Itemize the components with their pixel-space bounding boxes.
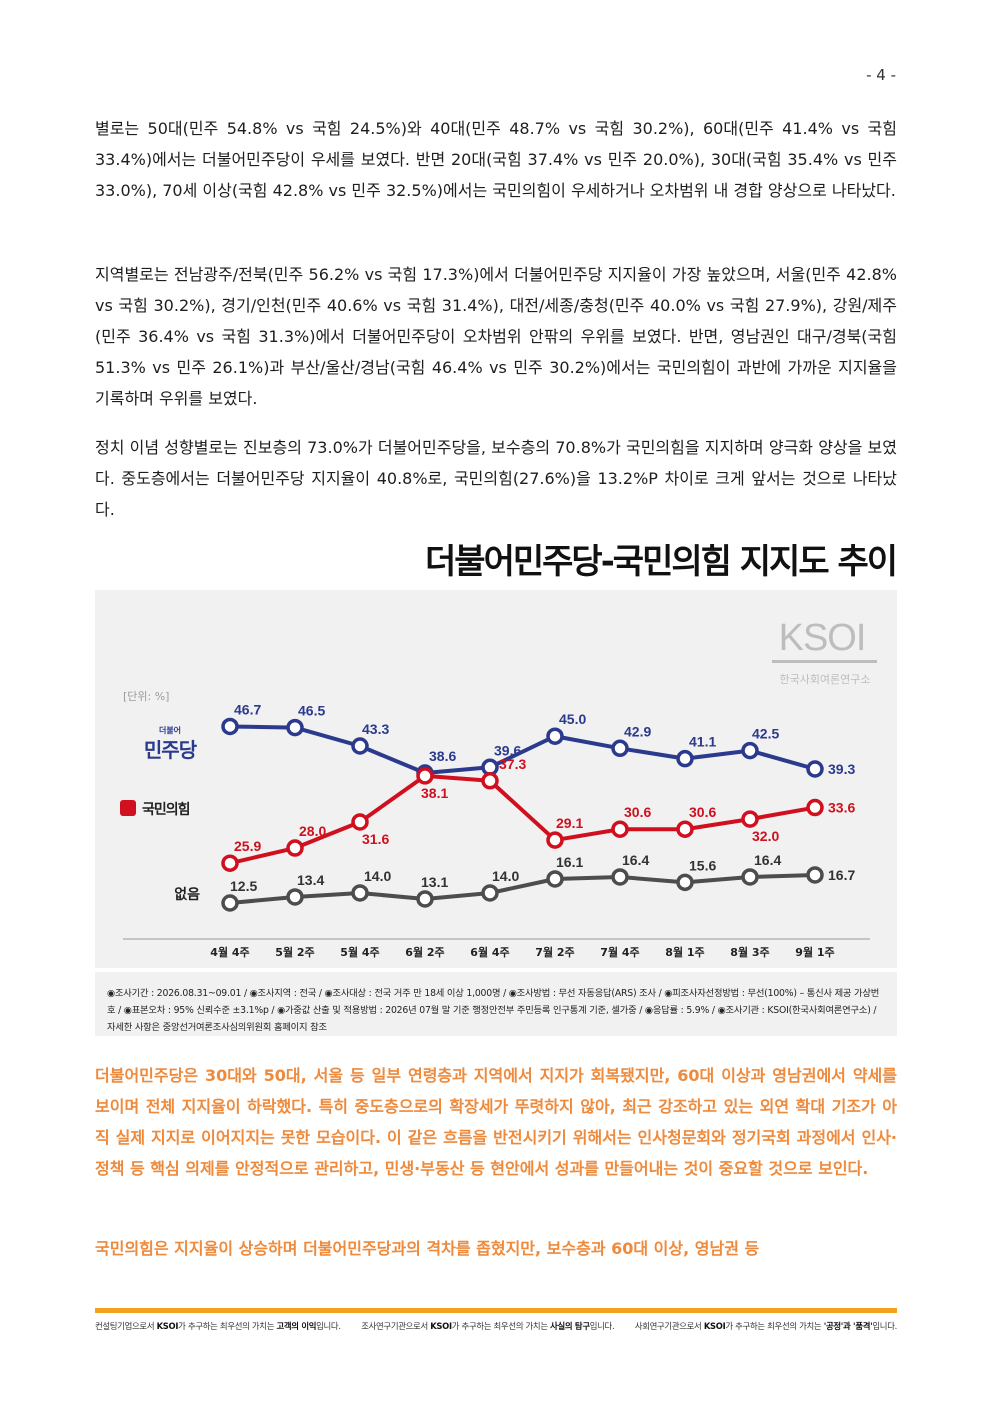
- analysis-ppp: 국민의힘은 지지율이 상승하며 더불어민주당과의 격차를 좁혔지만, 보수층과 …: [95, 1239, 760, 1258]
- data-label: 12.5: [230, 878, 257, 894]
- survey-note: ◉조사기간 : 2026.08.31~09.01 / ◉조사지역 : 전국 / …: [95, 972, 897, 1036]
- data-point: [546, 831, 564, 849]
- data-point: [286, 839, 304, 857]
- paragraph-ideology: 정치 이념 성향별로는 진보층의 73.0%가 더불어민주당을, 보수층의 70…: [95, 438, 897, 519]
- data-label: 14.0: [364, 868, 391, 884]
- data-label: 16.7: [828, 867, 855, 883]
- data-label: 46.5: [298, 703, 325, 719]
- data-point: [351, 813, 369, 831]
- data-point: [221, 894, 239, 912]
- analysis-minju: 더불어민주당은 30대와 50대, 서울 등 일부 연령층과 지역에서 지지가 …: [95, 1066, 897, 1178]
- data-point: [611, 739, 629, 758]
- x-tick-label: 7월 4주: [600, 945, 639, 959]
- data-label: 46.7: [234, 701, 261, 717]
- data-label: 38.6: [429, 748, 456, 764]
- series-line-0: [229, 724, 816, 776]
- x-tick-label: 6월 4주: [470, 945, 509, 959]
- data-point: [806, 798, 824, 817]
- logo-text: KSOI: [779, 617, 866, 659]
- data-label: 15.6: [689, 857, 716, 873]
- data-label: 39.3: [828, 761, 855, 777]
- data-point: [351, 884, 369, 902]
- data-label: 28.0: [299, 823, 326, 839]
- support-trend-chart: KSOI 한국사회여론연구소 [단위: %] 더불어 민주당 국민의힘 없음 4…: [95, 590, 897, 968]
- legend-ppp: 국민의힘: [142, 801, 190, 818]
- data-point: [286, 718, 304, 737]
- data-point: [416, 767, 434, 785]
- data-point: [676, 749, 694, 768]
- data-point: [741, 741, 759, 760]
- data-label: 45.0: [559, 711, 586, 727]
- footer: 컨설팅기업으로서 KSOI가 추구하는 최우선의 가치는 고객의 이익입니다. …: [95, 1320, 897, 1332]
- page-number: - 4 -: [866, 66, 896, 84]
- data-label: 42.5: [752, 726, 779, 742]
- data-point: [611, 868, 629, 886]
- data-label: 29.1: [556, 815, 583, 831]
- series-line-2: [229, 872, 816, 905]
- x-tick-label: 7월 2주: [535, 945, 574, 959]
- data-label: 32.0: [752, 828, 779, 844]
- data-point: [676, 820, 694, 838]
- data-label: 33.6: [828, 800, 855, 816]
- series-line-1: [229, 773, 816, 866]
- data-point: [286, 888, 304, 906]
- data-label: 43.3: [362, 721, 389, 737]
- data-label: 13.4: [297, 872, 324, 888]
- legend-none: 없음: [174, 887, 200, 903]
- data-point: [351, 737, 369, 755]
- x-tick-label: 5월 4주: [340, 945, 379, 959]
- data-point: [741, 868, 759, 886]
- ksoi-logo: KSOI 한국사회여론연구소: [772, 617, 877, 686]
- paragraph-age: 별로는 50대(민주 54.8% vs 국힘 24.5%)와 40대(민주 48…: [95, 119, 897, 200]
- data-label: 30.6: [624, 804, 651, 820]
- x-tick-label: 4월 4주: [210, 945, 249, 959]
- data-point: [481, 884, 499, 902]
- paragraph-region: 지역별로는 전남광주/전북(민주 56.2% vs 국힘 17.3%)에서 더불…: [95, 265, 897, 408]
- legend-minju: 민주당: [144, 738, 198, 762]
- data-point: [546, 870, 564, 888]
- series-2: 12.5 13.4 14.0 13.1 14.0 16.1 16.4 15.6 16.4 16.7: [221, 852, 855, 912]
- footer-slogan-2: 조사연구기관으로서 KSOI가 추구하는 최우선의 가치는 사실의 탐구입니다.: [361, 1321, 615, 1331]
- data-point: [611, 820, 629, 838]
- data-point: [221, 854, 239, 872]
- data-label: 16.4: [754, 852, 781, 868]
- chart-svg: KSOI 한국사회여론연구소 [단위: %] 더불어 민주당 국민의힘 없음 4…: [120, 617, 877, 959]
- x-tick-label: 6월 2주: [405, 945, 444, 959]
- data-point: [676, 873, 694, 892]
- data-label: 16.4: [622, 852, 649, 868]
- unit-label: [단위: %]: [123, 690, 169, 703]
- data-label: 37.3: [499, 756, 526, 772]
- legend-minju-small: 더불어: [159, 725, 181, 735]
- x-tick-label: 5월 2주: [275, 945, 314, 959]
- data-point: [806, 866, 824, 884]
- data-label: 16.1: [556, 854, 583, 870]
- data-point: [546, 727, 564, 745]
- data-point: [806, 760, 824, 778]
- x-tick-label: 9월 1주: [795, 945, 834, 959]
- data-point: [741, 810, 759, 828]
- data-point: [221, 717, 239, 736]
- series-0: 46.7 46.5 43.3 38.6 39.6 45.0 42.9 41.1 42.5 39.3: [221, 701, 855, 782]
- footer-bar: [95, 1308, 897, 1313]
- logo-subtitle: 한국사회여론연구소: [779, 673, 870, 686]
- footer-slogan-1: 컨설팅기업으로서 KSOI가 추구하는 최우선의 가치는 고객의 이익입니다.: [95, 1321, 341, 1331]
- chart-title: 더불어민주당-국민의힘 지지도 추이: [425, 542, 898, 582]
- x-tick-label: 8월 3주: [730, 945, 769, 959]
- data-label: 25.9: [234, 838, 261, 854]
- x-tick-label: 8월 1주: [665, 945, 704, 959]
- ppp-logo-icon: [120, 800, 136, 816]
- data-point: [481, 772, 499, 790]
- data-label: 30.6: [689, 804, 716, 820]
- data-label: 39.6: [494, 742, 521, 758]
- data-point: [416, 890, 434, 908]
- data-label: 41.1: [689, 734, 716, 750]
- series-1: 25.9 28.0 31.6 38.1 37.3 29.1 30.6 30.6 32.0 33.6: [221, 756, 855, 872]
- footer-slogan-3: 사회연구기관으로서 KSOI가 추구하는 최우선의 가치는 '공정'과 '품격'…: [634, 1321, 897, 1331]
- data-label: 13.1: [421, 874, 448, 890]
- data-label: 42.9: [624, 723, 651, 739]
- data-label: 38.1: [421, 785, 448, 801]
- data-label: 31.6: [362, 831, 389, 847]
- data-label: 14.0: [492, 868, 519, 884]
